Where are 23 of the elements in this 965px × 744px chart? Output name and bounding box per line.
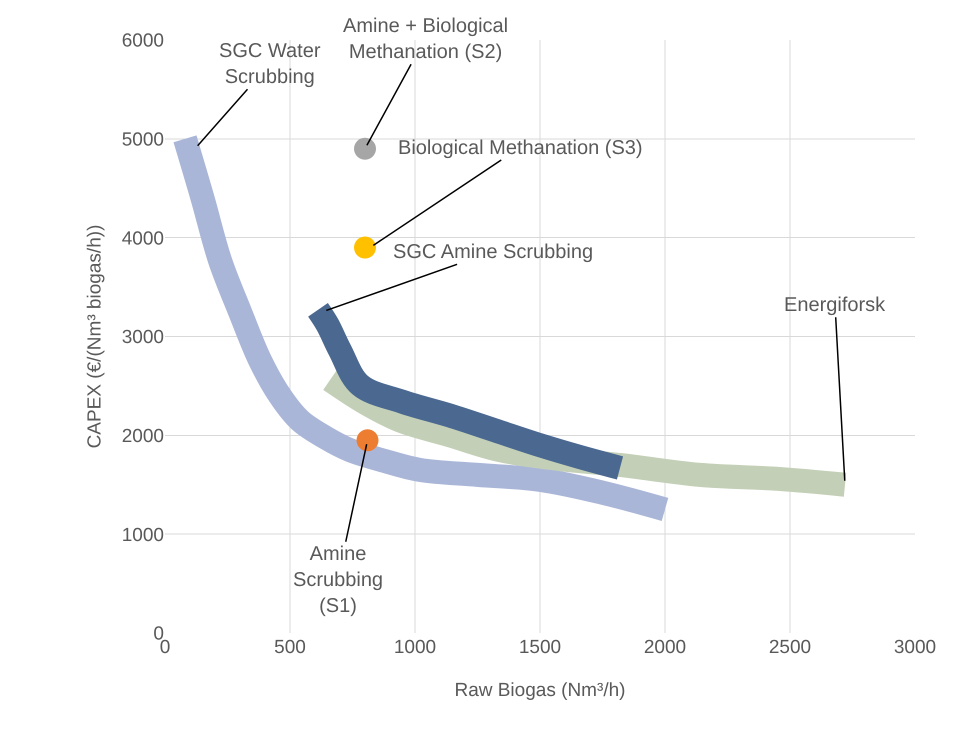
x-tick-label: 1500	[518, 637, 562, 658]
annotation: Energiforsk	[784, 294, 886, 316]
x-tick-label: 2500	[768, 637, 812, 658]
y-tick-label: 4000	[122, 228, 164, 250]
x-axis-title: Raw Biogas (Nm³/h)	[454, 680, 626, 701]
annotation: SGC Water Scrubbing	[219, 40, 321, 88]
annotation: SGC Amine Scrubbing	[393, 241, 594, 263]
x-tick-label: 500	[274, 637, 306, 658]
y-axis-title: CAPEX (€/(Nm³ biogas/h))	[84, 224, 106, 448]
x-tick-label: 2000	[644, 637, 686, 658]
y-tick-label: 5000	[122, 129, 164, 150]
point	[354, 138, 376, 160]
annotation: Biological Methanation (S3)	[398, 137, 643, 159]
y-tick-label: 3000	[122, 327, 164, 348]
point	[354, 236, 376, 259]
annotation: Amine Scrubbing (S1)	[293, 543, 384, 617]
point	[356, 429, 378, 452]
y-tick-label: 2000	[122, 426, 164, 447]
annotation: Amine + Biological Methanation (S2)	[343, 15, 508, 63]
x-tick-label: 3000	[894, 637, 936, 658]
x-tick-label: 1000	[394, 637, 436, 658]
y-tick-label: 1000	[122, 524, 164, 546]
y-tick-label: 6000	[122, 30, 164, 52]
